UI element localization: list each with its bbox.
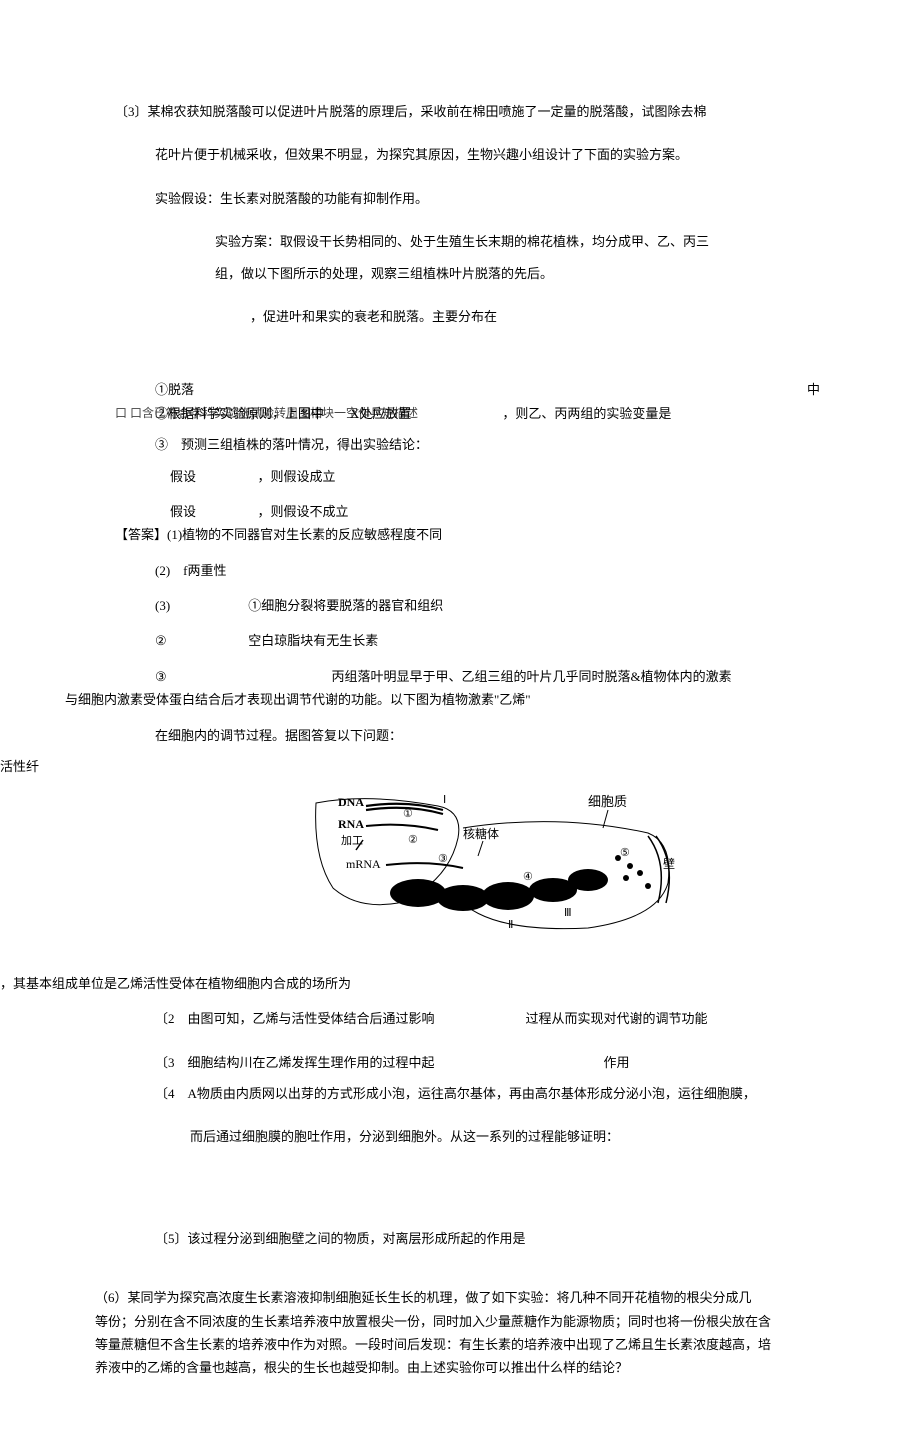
diagram-roman-1: Ⅰ (443, 794, 446, 806)
q3: 〔3 细胞结构川在乙烯发挥生理作用的过程中起 作用 (115, 1051, 830, 1074)
answer-3-2-text: 空白琼脂块有无生长素 (248, 633, 378, 648)
diagram-label-mrna: mRNA (346, 857, 381, 871)
answer-3-3-text: 丙组落叶明显早于甲、乙组三组的叶片几乎同时脱落&植物体内的激素 (332, 669, 732, 684)
inside-cell: 在细胞内的调节过程。据图答复以下问题： (115, 724, 830, 747)
q6c: 等量蔗糖但不含生长素的培养液中作为对照。一段时间后发现：有生长素的培养液中出现了… (95, 1333, 830, 1356)
answer-3-2-num: ② (155, 629, 245, 652)
diagram-circle-1: ① (403, 808, 413, 820)
diagram-roman-2: Ⅱ (508, 919, 513, 931)
item-1-row: ①脱落 中 (115, 378, 830, 401)
suppose-2b: ，则假设不成立 (258, 504, 349, 519)
label-left-fiber: 活性纤 (0, 755, 830, 778)
diagram-label-dna: DNA (338, 795, 364, 809)
scheme-line2: 组，做以下图所示的处理，观察三组植株叶片脱落的先后。 (115, 262, 830, 285)
suppose-1a: 假设 (170, 469, 196, 484)
q4a: 〔4 A物质由内质网以出芽的方式形成小泡，运往高尔基体，再由高尔基体形成分泌小泡… (115, 1082, 830, 1105)
diagram-circle-5: ⑤ (620, 847, 630, 859)
combined-line: 与细胞内激素受体蛋白结合后才表现出调节代谢的功能。以下图为植物激素"乙烯" (65, 688, 830, 711)
item-3: ③ 预测三组植株的落叶情况，得出实验结论： (115, 433, 830, 456)
suppose-1b: ，则假设成立 (258, 469, 336, 484)
q6b: 等份；分别在含不同浓度的生长素培养液中放置根尖一份，同时加入少量蔗糖作为能源物质… (95, 1310, 830, 1333)
page-content: 〔3〕某棉农获知脱落酸可以促进叶片脱落的原理后，采收前在棉田喷施了一定量的脱落酸… (0, 100, 920, 1380)
answer-3-head: (3) (155, 594, 245, 617)
hypothesis: 实验假设：生长素对脱落酸的功能有抑制作用。 (115, 187, 830, 210)
diagram-label-ribosome: 核糖体 (463, 826, 499, 841)
answer-3-1: ①细胞分裂将要脱落的器官和组织 (248, 598, 443, 613)
diagram-svg: DNA Ⅰ ① RNA 加工 ② mRNA ③ 核糖体 ④ Ⅱ Ⅲ (308, 788, 678, 948)
answer-header: 【答案】(1)植物的不同器官对生长素的反应敏感程度不同 (115, 523, 830, 546)
answer-2: (2) f两重性 (115, 559, 830, 582)
q6d: 养液中的乙烯的含量也越高，根尖的生长也越受抑制。由上述实验你可以推出什么样的结论… (95, 1356, 830, 1379)
item-1-left: ①脱落 (155, 378, 194, 401)
q5: 〔5〕该过程分泌到细胞壁之间的物质，对离层形成所起的作用是 (115, 1227, 830, 1250)
scheme-line1: 实验方案：取假设干长势相同的、处于生殖生长末期的棉花植株，均分成甲、乙、丙三 (115, 230, 830, 253)
diagram-circle-4: ④ (523, 871, 533, 883)
q6a: （6）某同学为探究高浓度生长素溶液抑制细胞延长生长的机理，做了如下实验：将几种不… (95, 1286, 830, 1309)
q4b: 而后通过细胞膜的胞吐作用，分泌到细胞外。从这一系列的过程能够证明： (115, 1125, 830, 1148)
section3-line1: 〔3〕某棉农获知脱落酸可以促进叶片脱落的原理后，采收前在棉田喷施了一定量的脱落酸… (115, 100, 830, 123)
q2: 〔2 由图可知，乙烯与活性受体结合后通过影响 过程从而实现对代谢的调节功能 (115, 1007, 830, 1030)
diagram-label-rna: RNA (338, 817, 364, 831)
item-2-line: ②根据科学实验原则，上图中 X处应放置 ，则乙、丙两组的实验变量是 (115, 402, 830, 425)
suppose-2a: 假设 (170, 504, 196, 519)
ethylene-diagram: DNA Ⅰ ① RNA 加工 ② mRNA ③ 核糖体 ④ Ⅱ Ⅲ (155, 788, 830, 955)
bottom-fragment: ，其基本组成单位是乙烯活性受体在植物细胞内合成的场所为 (0, 972, 830, 995)
mid-fragment: ，促进叶和果实的衰老和脱落。主要分布在 (115, 305, 830, 328)
diagram-roman-3: Ⅲ (564, 907, 572, 919)
diagram-circle-3: ③ (438, 853, 448, 865)
diagram-circle-2: ② (408, 834, 418, 846)
diagram-label-cytoplasm: 细胞质 (588, 794, 627, 809)
answer-3-3-num: ③ (155, 665, 245, 688)
diagram-label-wall: 壁 (663, 856, 675, 871)
item-1-right: 中 (807, 378, 820, 401)
section3-line2: 花叶片便于机械采收，但效果不明显，为探究其原因，生物兴趣小组设计了下面的实验方案… (115, 143, 830, 166)
